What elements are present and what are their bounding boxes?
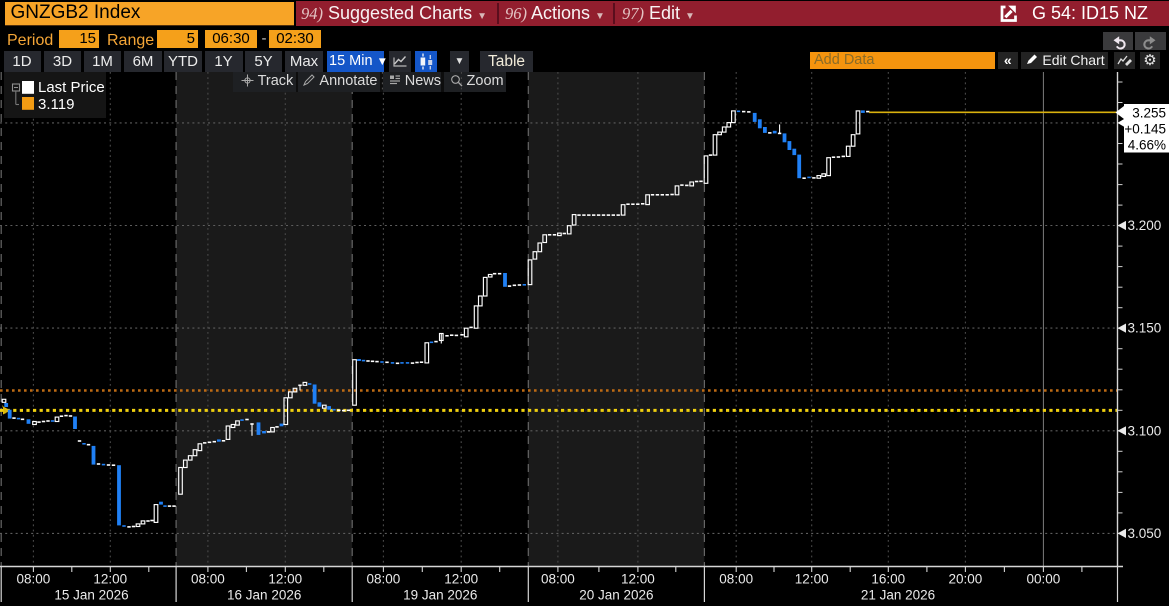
svg-text:4.66%: 4.66%: [1128, 138, 1166, 153]
svg-text:08:00: 08:00: [541, 572, 575, 587]
svg-text:20 Jan 2026: 20 Jan 2026: [579, 588, 653, 603]
svg-text:16:00: 16:00: [871, 572, 905, 587]
svg-text:15 Jan 2026: 15 Jan 2026: [54, 588, 128, 603]
svg-text:3.150: 3.150: [1128, 321, 1162, 336]
svg-text:12:00: 12:00: [795, 572, 829, 587]
svg-text:16 Jan 2026: 16 Jan 2026: [227, 588, 301, 603]
svg-text:3.100: 3.100: [1128, 423, 1162, 438]
svg-text:12:00: 12:00: [93, 572, 127, 587]
svg-text:08:00: 08:00: [17, 572, 51, 587]
svg-text:12:00: 12:00: [444, 572, 478, 587]
svg-text:00:00: 00:00: [1027, 572, 1061, 587]
svg-text:08:00: 08:00: [367, 572, 401, 587]
svg-text:21 Jan 2026: 21 Jan 2026: [861, 588, 935, 603]
svg-text:12:00: 12:00: [621, 572, 655, 587]
svg-text:20:00: 20:00: [949, 572, 983, 587]
svg-text:3.050: 3.050: [1128, 526, 1162, 541]
svg-text:3.200: 3.200: [1128, 218, 1162, 233]
svg-text:19 Jan 2026: 19 Jan 2026: [403, 588, 477, 603]
svg-text:3.255: 3.255: [1132, 106, 1166, 121]
svg-text:08:00: 08:00: [191, 572, 225, 587]
svg-text:08:00: 08:00: [719, 572, 753, 587]
svg-text:+0.145: +0.145: [1124, 122, 1166, 137]
svg-text:12:00: 12:00: [268, 572, 302, 587]
